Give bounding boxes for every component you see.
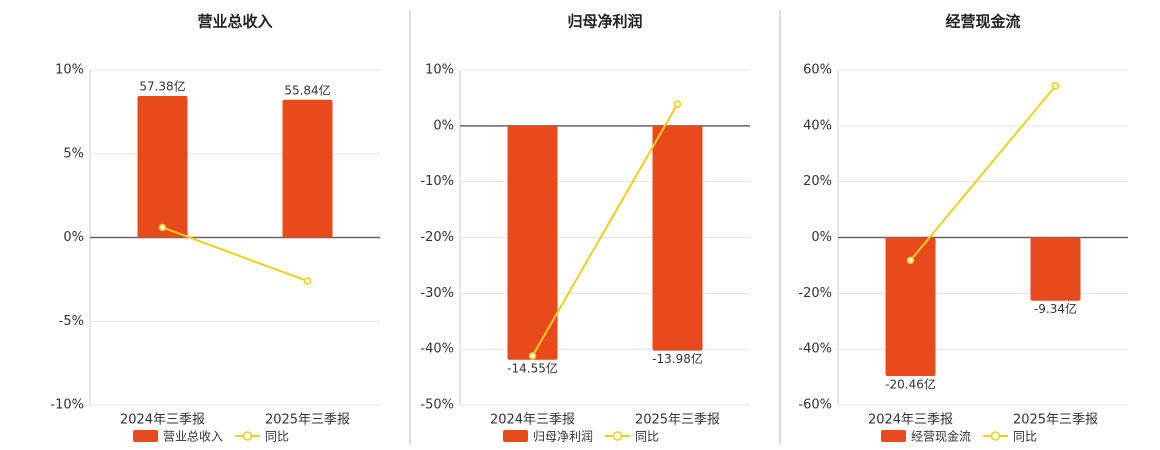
x-tick-label: 2025年三季报: [265, 413, 350, 428]
y-tick-label: -50%: [420, 398, 454, 413]
line-point: [906, 256, 915, 265]
bar: [507, 125, 558, 360]
legend-label: 归母净利润: [533, 430, 593, 444]
bar: [137, 95, 188, 238]
line-point: [303, 277, 312, 285]
data-label: -13.98亿: [652, 351, 703, 366]
y-tick-label: 60%: [803, 63, 832, 78]
y-tick-label: 10%: [425, 63, 454, 78]
legend-swatch: [242, 431, 253, 441]
data-label: -14.55亿: [507, 360, 558, 375]
line-point: [673, 100, 682, 108]
y-tick-label: -20%: [798, 286, 832, 301]
y-tick-label: 20%: [803, 174, 832, 189]
y-tick-label: 0%: [63, 230, 84, 245]
y-tick-label: -60%: [798, 398, 832, 413]
chart-title: 营业总收入: [197, 13, 272, 31]
y-tick-label: -10%: [50, 398, 84, 413]
y-tick-label: -20%: [420, 230, 454, 245]
line: [162, 226, 308, 282]
bar: [652, 125, 703, 351]
legend-swatch: [612, 431, 623, 441]
bar: [885, 237, 936, 376]
data-label: -9.34亿: [1034, 301, 1077, 316]
y-tick-label: 10%: [55, 63, 84, 78]
y-tick-label: 0%: [811, 230, 832, 245]
legend-swatch: [881, 430, 906, 442]
legend-label: 同比: [265, 430, 289, 444]
legend-label: 经营现金流: [911, 429, 971, 444]
line: [909, 85, 1057, 262]
line-point: [158, 223, 167, 232]
legend-label: 营业总收入: [163, 430, 223, 444]
x-tick-label: 2025年三季报: [635, 413, 720, 428]
bar: [282, 99, 333, 238]
legend-label: 同比: [635, 430, 659, 444]
x-tick-label: 2025年三季报: [1013, 413, 1098, 428]
x-tick-label: 2024年三季报: [490, 413, 575, 428]
y-tick-label: -40%: [798, 342, 832, 357]
y-tick-label: 0%: [433, 118, 454, 133]
chart-title: 归母净利润: [567, 13, 642, 31]
legend-swatch: [990, 431, 1001, 441]
data-label: -20.46亿: [885, 376, 936, 391]
y-tick-label: -5%: [59, 314, 84, 329]
legend-label: 同比: [1013, 430, 1037, 444]
data-label: 55.84亿: [284, 82, 330, 97]
legend-swatch: [503, 430, 528, 442]
y-tick-label: -40%: [420, 342, 454, 357]
y-tick-label: 5%: [63, 146, 84, 161]
legend-swatch: [133, 430, 158, 442]
x-tick-label: 2024年三季报: [868, 413, 953, 428]
y-tick-label: -10%: [420, 174, 454, 189]
data-label: 57.38亿: [139, 78, 185, 93]
bar: [1030, 237, 1081, 301]
line-point: [528, 352, 537, 360]
y-tick-label: 40%: [803, 118, 832, 133]
y-tick-label: -30%: [420, 286, 454, 301]
line-point: [1051, 82, 1060, 90]
chart-title: 经营现金流: [945, 13, 1020, 31]
x-tick-label: 2024年三季报: [120, 413, 205, 428]
line: [531, 103, 679, 357]
